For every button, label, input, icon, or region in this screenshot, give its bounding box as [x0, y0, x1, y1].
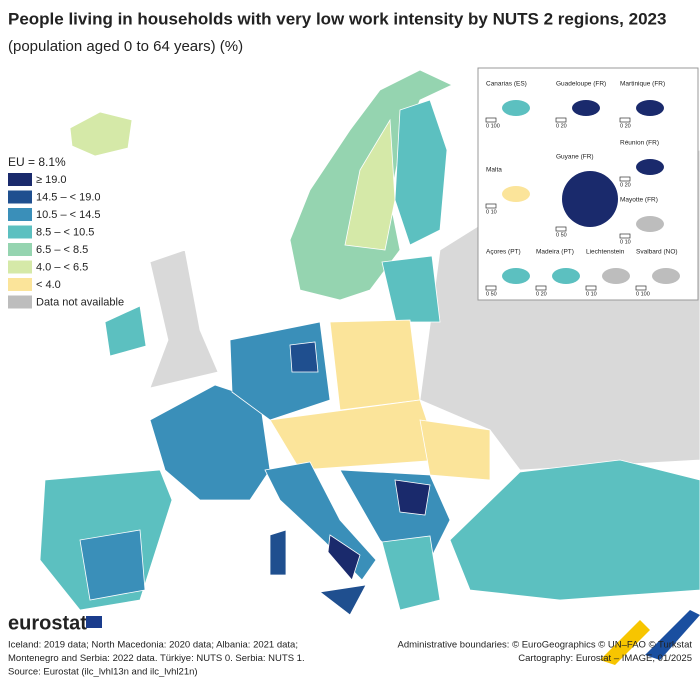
- inset-shape: [552, 268, 580, 284]
- inset-shape: [502, 186, 530, 202]
- inset-label: Guadeloupe (FR): [556, 81, 606, 88]
- region: [394, 99, 448, 246]
- region: [394, 479, 431, 516]
- footnote: Montenegro and Serbia: 2022 data. Türkiy…: [8, 653, 305, 664]
- legend-swatch: [8, 208, 32, 221]
- region: [289, 341, 319, 373]
- legend-label: < 4.0: [36, 279, 61, 291]
- inset-shape: [502, 100, 530, 116]
- scale-label: 0 20: [536, 291, 547, 297]
- scale-label: 0 100: [636, 291, 650, 297]
- inset-label: Mayotte (FR): [620, 197, 658, 204]
- legend-swatch: [8, 278, 32, 291]
- scale-label: 0 50: [486, 291, 497, 297]
- scale-label: 0 20: [620, 182, 631, 188]
- inset-shape: [652, 268, 680, 284]
- scale-label: 0 10: [586, 291, 597, 297]
- footer: Iceland: 2019 data; North Macedonia: 202…: [8, 640, 692, 678]
- scale-bar: [585, 285, 597, 291]
- decoration: [600, 620, 650, 665]
- legend-label: 10.5 – < 14.5: [36, 209, 101, 221]
- region: [329, 319, 421, 411]
- legend-swatch: [8, 243, 32, 256]
- scale-bar: [619, 176, 631, 182]
- region: [69, 111, 133, 157]
- region: [269, 529, 287, 576]
- region: [319, 584, 367, 616]
- inset-shape: [636, 159, 664, 175]
- inset-label: Liechtenstein: [586, 249, 625, 256]
- scale-label: 0 50: [556, 232, 567, 238]
- scale-label: 0 20: [620, 123, 631, 129]
- inset-shape: [636, 100, 664, 116]
- scale-bar: [485, 285, 497, 291]
- footnote: Source: Eurostat (ilc_lvhl13n and ilc_lv…: [8, 667, 198, 678]
- scale-bar: [485, 117, 497, 123]
- inset-label: Svalbard (NO): [636, 249, 678, 256]
- scale-bar: [555, 117, 567, 123]
- logo: eurostat: [8, 612, 87, 634]
- legend-label: 4.0 – < 6.5: [36, 261, 88, 273]
- title: People living in households with very lo…: [8, 9, 666, 28]
- region: [104, 305, 147, 357]
- scale-bar: [619, 117, 631, 123]
- credit: Cartography: Eurostat – IMAGE, 01/2025: [518, 653, 692, 664]
- scale-bar: [635, 285, 647, 291]
- land-unavailable: [149, 249, 219, 389]
- legend: ≥ 19.0 14.5 – < 19.0 10.5 – < 14.5 8.5 – < …: [8, 173, 124, 309]
- decoration: [645, 610, 700, 660]
- footnote: Iceland: 2019 data; North Macedonia: 202…: [8, 640, 298, 651]
- inset-shape: [572, 100, 600, 116]
- legend-label: 8.5 – < 10.5: [36, 226, 94, 238]
- legend-swatch: [8, 295, 32, 309]
- inset-shape: [502, 268, 530, 284]
- legend-swatch: [8, 225, 32, 239]
- legend-swatch: [8, 260, 32, 274]
- legend-label: 14.5 – < 19.0: [36, 191, 101, 203]
- insets: Canarias (ES) 0 100 Guadeloupe (FR) 0 20 Mar…: [485, 81, 680, 297]
- credit: Administrative boundaries: © EuroGeograp…: [397, 640, 692, 651]
- inset-label: Martinique (FR): [620, 81, 665, 88]
- region: [327, 534, 361, 581]
- scale-bar: [535, 285, 547, 291]
- scale-bar: [485, 203, 497, 209]
- scale-label: 0 20: [556, 123, 567, 129]
- legend-label: ≥ 19.0: [36, 174, 67, 186]
- legend-label: 6.5 – < 8.5: [36, 244, 88, 256]
- legend-title: EU = 8.1%: [8, 155, 66, 169]
- region: [419, 419, 491, 481]
- eu-flag: [86, 616, 102, 628]
- region: [79, 529, 146, 601]
- inset-shape: [562, 171, 618, 227]
- inset-label: Madeira (PT): [536, 249, 574, 256]
- inset-label: Canarias (ES): [486, 81, 527, 88]
- region: [381, 535, 441, 611]
- inset-label: Malta: [486, 167, 502, 174]
- region: [149, 384, 271, 501]
- inset-label: Açores (PT): [486, 249, 521, 256]
- region: [344, 118, 396, 251]
- inset-label: Réunion (FR): [620, 140, 659, 147]
- scale-label: 0 10: [486, 209, 497, 215]
- inset-shape: [636, 216, 664, 232]
- region: [381, 255, 441, 323]
- scale-label: 0 10: [620, 239, 631, 245]
- legend-swatch: [8, 190, 32, 204]
- inset-label: Guyane (FR): [556, 154, 594, 161]
- region: [449, 459, 700, 601]
- scale-label: 0 100: [486, 123, 500, 129]
- inset-shape: [602, 268, 630, 284]
- scale-bar: [555, 226, 567, 232]
- subtitle: (population aged 0 to 64 years) (%): [8, 38, 243, 55]
- legend-swatch: [8, 173, 32, 186]
- scale-bar: [619, 233, 631, 239]
- legend-label: Data not available: [36, 296, 124, 308]
